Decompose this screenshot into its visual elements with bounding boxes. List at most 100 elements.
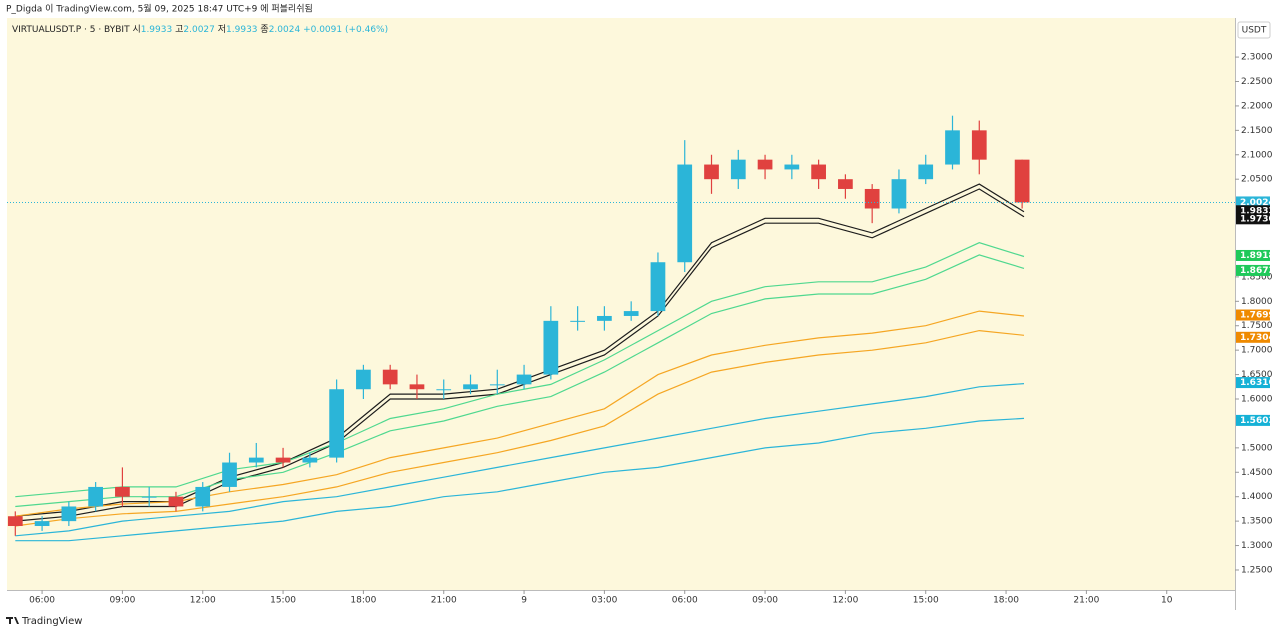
top-bar (0, 0, 1280, 18)
y-tick-label: 1.5000 (1241, 443, 1273, 453)
candle-body (356, 369, 371, 390)
candle-body (864, 188, 880, 209)
last-value-label: 1.7304 (1240, 333, 1275, 343)
y-tick-label: 1.8000 (1241, 297, 1273, 307)
y-tick-label: 2.3000 (1241, 53, 1273, 63)
indicator-line (15, 417, 1025, 542)
y-tick-label: 2.2000 (1241, 101, 1273, 111)
y-tick-label: 2.1500 (1241, 126, 1273, 136)
x-tick-label: 21:00 (431, 596, 457, 606)
last-value-label: 1.7699 (1240, 311, 1275, 321)
candle-body (275, 457, 291, 463)
candle-body (168, 496, 184, 507)
x-tick-label: 06:00 (672, 596, 698, 606)
last-value-box (1236, 331, 1270, 343)
candle-body (597, 315, 612, 321)
logo (6, 617, 19, 624)
candle-body (248, 457, 264, 463)
candle-body (543, 320, 559, 375)
last-value-box (1236, 213, 1270, 225)
x-tick-label: 03:00 (591, 596, 617, 606)
last-value-label: 1.5603 (1240, 416, 1275, 426)
y-tick-label: 2.0500 (1241, 175, 1273, 185)
y-tick-label: 1.7500 (1241, 321, 1273, 331)
candle-body (516, 374, 532, 385)
candle-body (570, 320, 585, 322)
candle-body (945, 130, 960, 165)
last-value-box (1236, 414, 1270, 426)
candle-body (757, 159, 773, 170)
last-value-label: 1.8918 (1240, 251, 1275, 261)
candle-body (195, 486, 211, 507)
last-value-label: 1.9833 (1240, 206, 1275, 216)
candle-body (115, 486, 130, 497)
y-tick-label: 2.2500 (1241, 77, 1273, 87)
x-tick-label: 12:00 (190, 596, 216, 606)
candle-body (1014, 159, 1030, 203)
indicator-line (15, 254, 1025, 508)
publish-note: P_Digda 이 TradingView.com, 5월 09, 2025 1… (6, 3, 313, 15)
indicator-line (15, 383, 1025, 537)
x-tick-label: 21:00 (1073, 596, 1099, 606)
ohlc-value: 1.9933 (226, 25, 258, 35)
last-value-label: 1.6316 (1240, 378, 1275, 388)
symbol-legend: VIRTUALUSDT.P · 5 · BYBIT 시1.9933 고2.002… (12, 24, 388, 35)
ohlc-value: 1.9933 (141, 25, 173, 35)
candle-body (409, 384, 425, 390)
x-tick-label: 12:00 (832, 596, 858, 606)
candle-body (784, 164, 800, 170)
plot-layer (7, 115, 1030, 542)
x-tick-label: 18:00 (350, 596, 376, 606)
ohlc-label: 종 (260, 24, 268, 35)
x-tick-label: 09:00 (752, 596, 778, 606)
candle-body (463, 384, 478, 390)
last-value-box (1236, 309, 1270, 321)
last-value-box (1236, 264, 1270, 276)
ohlc-label: 저 (218, 24, 226, 35)
y-tick-label: 1.3500 (1241, 517, 1273, 527)
y-tick-label: 1.2500 (1241, 565, 1273, 575)
last-value-box (1236, 377, 1270, 389)
currency: USDT (1242, 26, 1267, 36)
plot-area (7, 18, 1235, 590)
y-tick-label: 1.3000 (1241, 541, 1273, 551)
x-tick-label: 15:00 (270, 596, 296, 606)
ohlc-label: 시 (132, 24, 140, 35)
indicator-line (15, 310, 1025, 517)
candle-body (7, 516, 23, 527)
last-value-box (1236, 205, 1270, 217)
x-tick-label: 06:00 (29, 596, 55, 606)
ohlc-label: 고 (175, 25, 183, 35)
currency-box (1237, 21, 1271, 39)
y-tick-label: 1.6000 (1241, 395, 1273, 405)
x-tick-label: 10 (1161, 596, 1173, 606)
x-tick-label: 15:00 (913, 596, 939, 606)
candle-body (891, 179, 907, 209)
brand: TradingView (21, 616, 82, 627)
candle-body (971, 130, 987, 160)
candle-body (88, 486, 103, 507)
candle-body (489, 384, 505, 386)
x-tick-label: 18:00 (993, 596, 1019, 606)
last-value-label: 1.9730 (1240, 214, 1275, 224)
candle-body (811, 164, 826, 180)
candle-body (704, 164, 719, 180)
indicator-line (15, 242, 1025, 498)
candle-body (730, 159, 746, 180)
candle-body (918, 164, 934, 180)
x-tick-label: 9 (521, 596, 527, 606)
last-value-label: 1.8673 (1240, 266, 1275, 276)
candle-body (436, 389, 452, 391)
y-tick-label: 1.7000 (1241, 346, 1273, 356)
candle-body (302, 457, 318, 463)
last-value-box (1236, 249, 1270, 261)
y-tick-label: 2.1000 (1241, 150, 1273, 160)
candle-body (329, 389, 344, 458)
candle-body (382, 369, 398, 385)
candle-body (650, 262, 666, 312)
symbol: VIRTUALUSDT.P · 5 · BYBIT (12, 25, 130, 35)
ohlc-value: 2.0027 (183, 25, 215, 35)
y-tick-label: 1.4500 (1241, 468, 1273, 478)
indicator-line (15, 329, 1025, 527)
